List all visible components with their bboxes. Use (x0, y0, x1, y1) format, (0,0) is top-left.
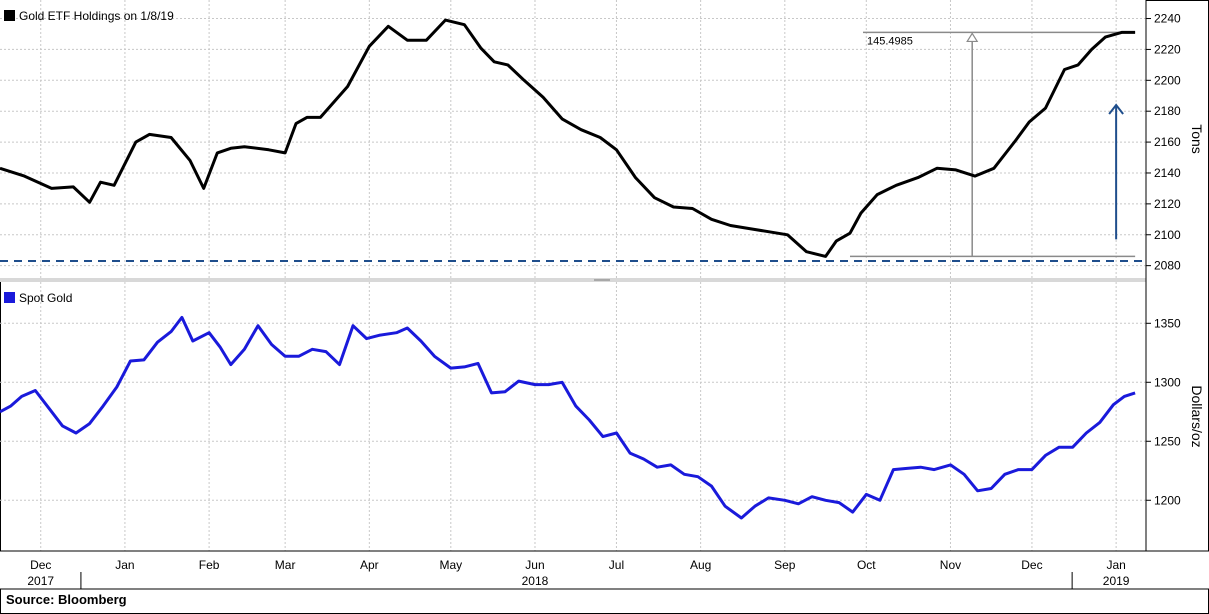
gold-legend: Spot Gold (4, 291, 72, 305)
x-tick-label: Jan (1106, 558, 1125, 572)
gold-panel: 1200 1250 1300 1350 Spot Gold Dollars/oz (0, 282, 1205, 551)
holdings-ytick-label: 2200 (1154, 73, 1181, 87)
x-year-label: 2019 (1103, 574, 1130, 588)
holdings-legend-swatch (4, 10, 15, 21)
x-tick-label: Oct (857, 558, 876, 572)
holdings-legend-label: Gold ETF Holdings on 1/8/19 (19, 9, 174, 23)
holdings-legend: Gold ETF Holdings on 1/8/19 (4, 9, 174, 23)
holdings-up-arrow (1108, 103, 1124, 240)
x-axis-background (0, 551, 1209, 589)
holdings-ytick-label: 2080 (1154, 259, 1181, 273)
holdings-series-line (0, 18, 1136, 258)
gold-ytick-label: 1300 (1154, 375, 1181, 389)
x-year-label: 2018 (522, 574, 549, 588)
gold-ytick-label: 1350 (1154, 316, 1181, 330)
x-axis: Dec Jan Feb Mar Apr May Jun Jul Aug Sep Oct Nov Dec J… (0, 550, 1209, 590)
x-tick-label: Mar (275, 558, 296, 572)
holdings-y-ticks: 2080 2100 2120 2140 2160 2180 2200 2220 2240 (1146, 12, 1181, 273)
x-axis-ticks: Dec Jan Feb Mar Apr May Jun Jul Aug Sep Oct Nov Dec J… (27, 558, 1130, 589)
x-tick-label: Aug (690, 558, 711, 572)
holdings-panel: 2080 2100 2120 2140 2160 2180 2200 2220 2240 145… (0, 0, 1205, 280)
annotation-label: 145.4985 (867, 35, 913, 47)
x-tick-label: Nov (940, 558, 961, 572)
x-tick-label: Feb (199, 558, 220, 572)
x-tick-label: Sep (774, 558, 796, 572)
up-arrow-head (1108, 103, 1124, 115)
gold-series-line (0, 315, 1136, 520)
x-tick-label: Dec (1021, 558, 1042, 572)
holdings-ytick-label: 2160 (1154, 135, 1181, 149)
x-tick-label: Jun (525, 558, 544, 572)
holdings-ytick-label: 2240 (1154, 12, 1181, 26)
gold-y-axis-label: Dollars/oz (1189, 385, 1205, 447)
holdings-ytick-label: 2140 (1154, 166, 1181, 180)
holdings-ytick-label: 2220 (1154, 42, 1181, 56)
gold-y-ticks: 1200 1250 1300 1350 (1146, 316, 1181, 507)
holdings-ytick-label: 2120 (1154, 197, 1181, 211)
gold-vertical-gridlines (40, 282, 1117, 551)
gold-legend-swatch (4, 292, 15, 303)
x-tick-label: Apr (360, 558, 379, 572)
holdings-y-axis-label: Tons (1189, 124, 1205, 154)
x-tick-label: Jan (115, 558, 134, 572)
panel-splitter-handle (594, 279, 610, 281)
x-tick-label: Dec (30, 558, 51, 572)
holdings-ytick-label: 2100 (1154, 228, 1181, 242)
gold-legend-label: Spot Gold (19, 291, 72, 305)
annotation-arrowhead (966, 32, 979, 43)
gold-ytick-label: 1250 (1154, 434, 1181, 448)
x-tick-label: Jul (609, 558, 624, 572)
panel-splitter (0, 278, 1146, 282)
holdings-ytick-label: 2180 (1154, 104, 1181, 118)
holdings-horizontal-gridlines (0, 18, 1146, 267)
gold-ytick-label: 1200 (1154, 493, 1181, 507)
holdings-plot-area (0, 0, 1146, 280)
source-note: Source: Bloomberg (6, 592, 127, 607)
holdings-range-annotation: 145.4985 (849, 31, 1136, 258)
x-year-label: 2017 (27, 574, 54, 588)
x-tick-label: May (439, 558, 462, 572)
gold-horizontal-gridlines (0, 322, 1146, 501)
